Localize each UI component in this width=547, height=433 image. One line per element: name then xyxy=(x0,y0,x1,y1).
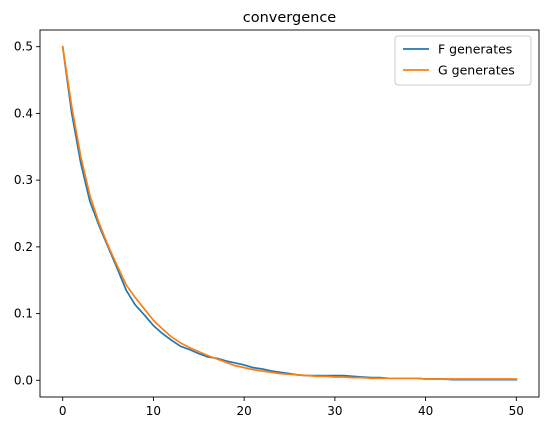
y-tick-label: 0.0 xyxy=(14,373,33,387)
x-axis: 0 10 20 30 40 50 xyxy=(59,397,524,418)
x-tick-label: 40 xyxy=(418,404,433,418)
legend-label: G generates xyxy=(438,63,515,78)
y-tick-label: 0.4 xyxy=(14,106,33,120)
legend: F generates G generates xyxy=(394,35,532,86)
x-tick-label: 10 xyxy=(146,404,161,418)
series-layer xyxy=(61,45,518,381)
y-axis: 0.0 0.1 0.2 0.3 0.4 0.5 xyxy=(14,40,40,387)
x-tick-label: 50 xyxy=(509,404,524,418)
y-tick-label: 0.2 xyxy=(14,240,33,254)
x-tick-label: 0 xyxy=(59,404,67,418)
y-tick-label: 0.1 xyxy=(14,307,33,321)
axes-frame xyxy=(39,29,540,398)
chart-title: convergence xyxy=(243,10,337,26)
series-line-g-generates xyxy=(61,45,518,380)
y-tick-label: 0.5 xyxy=(14,40,33,54)
y-tick-label: 0.3 xyxy=(14,173,33,187)
x-tick-label: 30 xyxy=(327,404,342,418)
legend-label: F generates xyxy=(438,42,512,57)
series-line-f-generates xyxy=(61,45,518,381)
x-tick-label: 20 xyxy=(236,404,251,418)
